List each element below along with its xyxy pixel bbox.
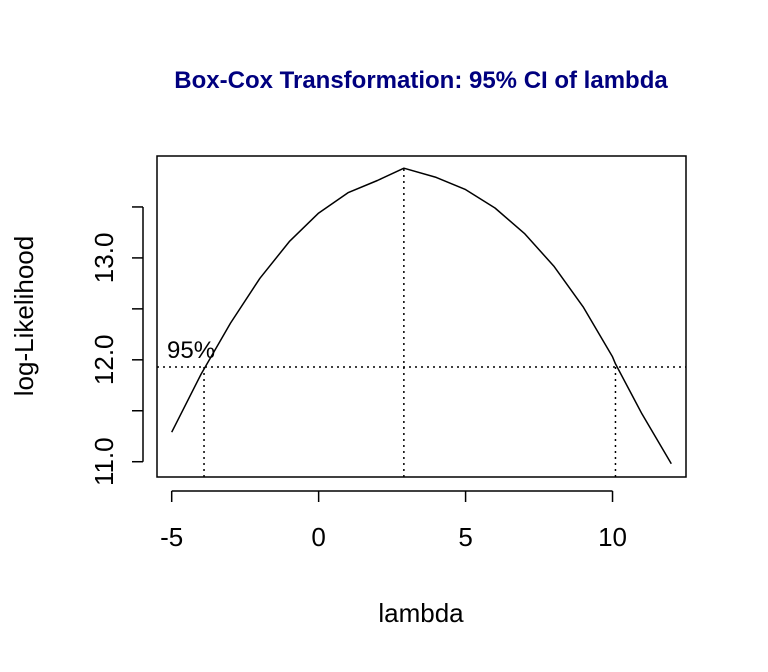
chart-title: Box-Cox Transformation: 95% CI of lambda bbox=[174, 67, 668, 94]
series-layer bbox=[171, 167, 672, 465]
y-tick-label: 11.0 bbox=[89, 437, 119, 486]
x-axis-label: lambda bbox=[378, 598, 464, 628]
x-tick-label: 0 bbox=[311, 522, 325, 552]
plot-box bbox=[156, 155, 687, 478]
x-tick-label: -5 bbox=[160, 522, 183, 552]
y-tick-label: 12.0 bbox=[89, 335, 119, 386]
x-tick-label: 10 bbox=[598, 522, 627, 552]
ci-reference-lines bbox=[157, 168, 686, 477]
y-axis-label: log-Likelihood bbox=[9, 236, 39, 396]
log-likelihood-curve bbox=[171, 167, 672, 465]
ci-level-label: 95% bbox=[167, 337, 215, 364]
x-axis: -5 0 5 10 bbox=[160, 490, 627, 552]
y-tick-label: 13.0 bbox=[89, 233, 119, 284]
y-axis: 11.0 12.0 13.0 bbox=[89, 206, 144, 486]
x-tick-label: 5 bbox=[458, 522, 472, 552]
